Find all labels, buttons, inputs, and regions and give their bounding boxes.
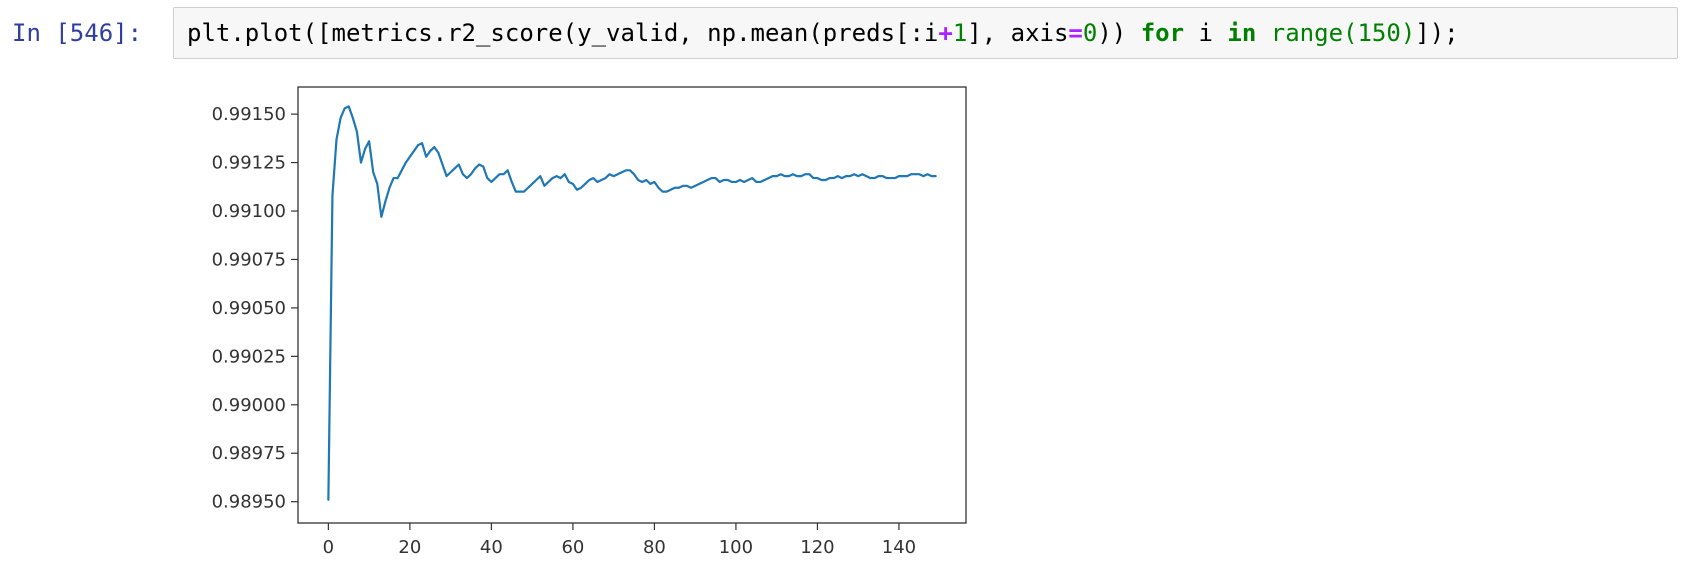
code-token-builtin: ( bbox=[1343, 19, 1358, 47]
code-token-plain: plt.plot([metrics.r2_score(y_valid, np.m… bbox=[187, 19, 939, 47]
code-token-plain: )) bbox=[1097, 19, 1141, 47]
y-tick-label: 0.99125 bbox=[212, 153, 286, 174]
x-tick-label: 60 bbox=[561, 537, 584, 558]
series-line-0 bbox=[327, 105, 937, 501]
x-tick-label: 80 bbox=[643, 537, 666, 558]
code-token-op: + bbox=[938, 19, 953, 47]
code-token-op: = bbox=[1068, 19, 1083, 47]
code-token-num: 150 bbox=[1357, 19, 1401, 47]
code-token-kw: in bbox=[1227, 19, 1257, 47]
line-plot: 0 20 40 60 80 100 120 140 0.98950 0.98975 0.99000 0… bbox=[212, 86, 967, 558]
x-tick-label: 140 bbox=[882, 537, 916, 558]
code-token-num: 0 bbox=[1082, 19, 1098, 47]
x-tick-label: 20 bbox=[398, 537, 421, 558]
code-token-kw: for bbox=[1140, 19, 1185, 47]
x-tick-label: 100 bbox=[719, 537, 753, 558]
x-tick-label: 40 bbox=[480, 537, 503, 558]
cell-prompt: In [546]: bbox=[12, 19, 143, 47]
y-tick-label: 0.98950 bbox=[212, 492, 286, 513]
code-token-num: 1 bbox=[952, 19, 968, 47]
code-token-plain: i bbox=[1184, 19, 1228, 47]
code-token-builtin: range bbox=[1270, 19, 1344, 47]
y-tick-label: 0.99100 bbox=[212, 201, 286, 222]
code-token-plain bbox=[1256, 19, 1270, 47]
plot-frame bbox=[297, 86, 967, 524]
y-tick-label: 0.99150 bbox=[212, 104, 286, 125]
x-tick-label: 120 bbox=[800, 537, 834, 558]
y-tick-label: 0.98975 bbox=[212, 443, 286, 464]
y-tick-label: 0.99050 bbox=[212, 298, 286, 319]
cell-output-area: 0 20 40 60 80 100 120 140 0.98950 0.98975 0.99000 0… bbox=[0, 70, 1686, 575]
x-tick-label: 0 bbox=[323, 537, 334, 558]
code-token-plain: ], axis bbox=[967, 19, 1069, 47]
code-token-builtin: ) bbox=[1400, 19, 1416, 47]
code-input-area[interactable]: plt.plot([metrics.r2_score(y_valid, np.m… bbox=[173, 7, 1678, 59]
y-tick-label: 0.99000 bbox=[212, 395, 286, 416]
y-tick-label: 0.99025 bbox=[212, 346, 286, 367]
y-tick-label: 0.99075 bbox=[212, 249, 286, 270]
code-token-plain: ]); bbox=[1415, 19, 1459, 47]
code-line[interactable]: plt.plot([metrics.r2_score(y_valid, np.m… bbox=[187, 16, 1459, 50]
